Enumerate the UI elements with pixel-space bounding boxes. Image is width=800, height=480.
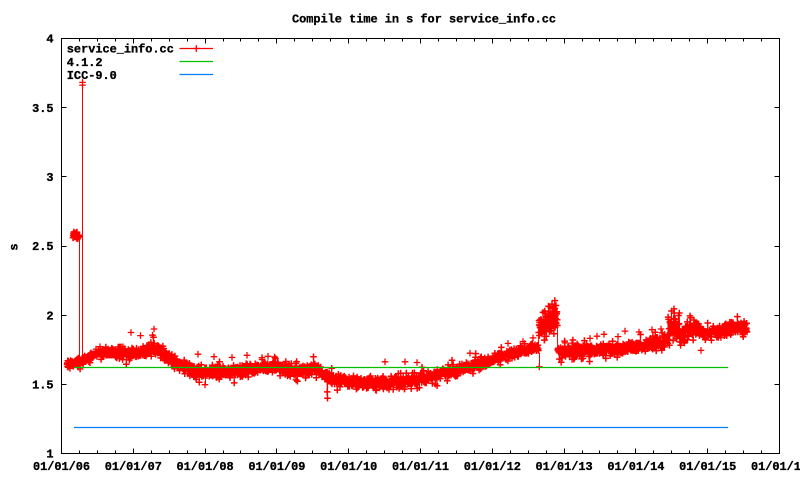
svg-text:2: 2 — [46, 309, 53, 323]
svg-text:01/01/10: 01/01/10 — [320, 460, 377, 474]
svg-text:3: 3 — [46, 171, 53, 185]
svg-text:s: s — [7, 243, 21, 250]
svg-text:01/01/11: 01/01/11 — [392, 460, 449, 474]
svg-text:01/01/09: 01/01/09 — [248, 460, 305, 474]
svg-text:service_info.cc: service_info.cc — [67, 43, 174, 57]
svg-text:2.5: 2.5 — [32, 240, 53, 254]
svg-text:01/01/15: 01/01/15 — [679, 460, 736, 474]
svg-text:01/01/14: 01/01/14 — [607, 460, 664, 474]
svg-text:01/01/08: 01/01/08 — [177, 460, 234, 474]
svg-text:01/01/06: 01/01/06 — [33, 460, 90, 474]
svg-text:4: 4 — [46, 33, 53, 47]
svg-text:01/01/07: 01/01/07 — [105, 460, 162, 474]
svg-text:4.1.2: 4.1.2 — [67, 56, 103, 70]
svg-text:01/01/12: 01/01/12 — [464, 460, 521, 474]
svg-text:ICC-9.0: ICC-9.0 — [67, 69, 117, 83]
svg-text:3.5: 3.5 — [32, 102, 53, 116]
svg-text:01/01/13: 01/01/13 — [536, 460, 593, 474]
svg-text:01/01/16: 01/01/16 — [751, 460, 800, 474]
svg-text:Compile time in s for service_: Compile time in s for service_info.cc — [292, 12, 556, 26]
svg-text:1.5: 1.5 — [32, 379, 53, 393]
svg-text:1: 1 — [46, 448, 53, 462]
